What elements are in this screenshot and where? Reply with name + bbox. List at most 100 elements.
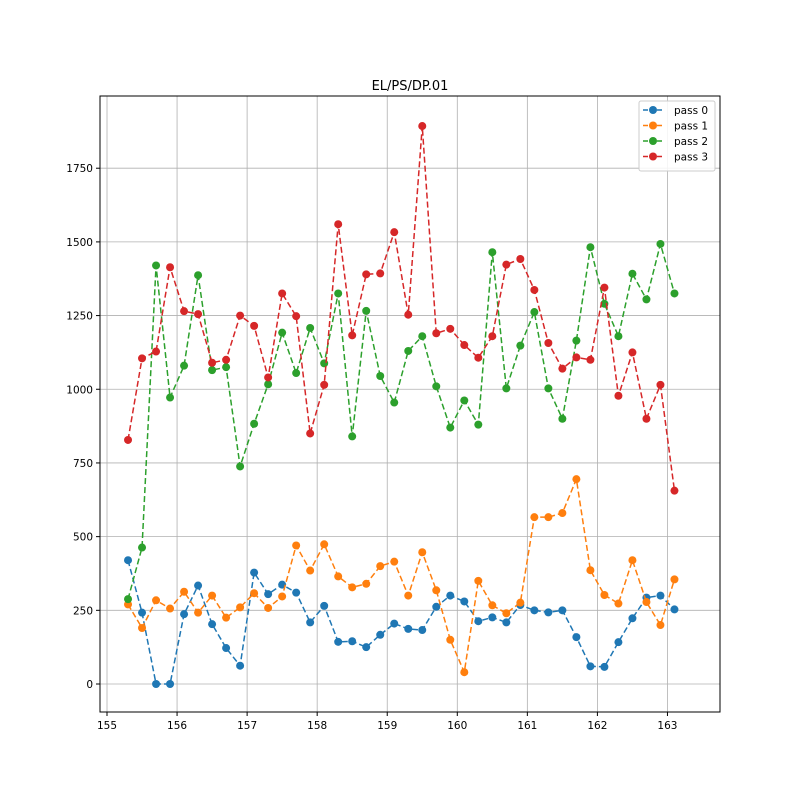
data-point	[222, 355, 231, 364]
legend-marker	[649, 106, 657, 114]
data-point	[250, 419, 259, 428]
data-point	[544, 338, 553, 347]
data-point	[236, 462, 245, 471]
data-point	[376, 269, 385, 278]
data-point	[460, 597, 469, 606]
data-point	[138, 624, 147, 632]
data-point	[600, 590, 609, 599]
series-line	[127, 476, 676, 675]
data-point	[292, 312, 301, 321]
data-point	[138, 608, 147, 617]
data-point	[292, 541, 301, 550]
data-point	[138, 354, 147, 363]
data-point	[320, 540, 329, 549]
data-point	[180, 610, 189, 619]
legend-label: pass 1	[674, 121, 708, 133]
data-point	[488, 248, 497, 257]
data-point	[614, 391, 623, 400]
data-point	[306, 323, 315, 332]
data-point	[614, 638, 623, 647]
y-tick-label: 250	[73, 605, 93, 617]
data-point	[278, 328, 287, 337]
data-point	[432, 329, 441, 338]
data-point	[236, 661, 245, 670]
data-point	[124, 435, 133, 444]
data-point	[558, 509, 567, 518]
data-point	[516, 254, 525, 263]
legend-box	[638, 100, 716, 172]
data-point	[250, 568, 259, 577]
data-point	[558, 364, 567, 373]
data-point	[642, 295, 651, 304]
data-point	[166, 393, 175, 402]
x-tick-label: 161	[517, 720, 537, 732]
data-point	[432, 602, 441, 611]
x-tick-label: 162	[587, 720, 607, 732]
legend-marker	[649, 152, 657, 161]
data-point	[474, 353, 483, 362]
axes: 155 156 157 158 159 160 161 162 163 0 250 500 750 100…	[66, 163, 677, 732]
data-point	[264, 380, 273, 389]
y-tick-label: 750	[73, 458, 93, 470]
data-point	[432, 382, 441, 391]
data-point	[348, 583, 357, 592]
x-tick-label: 159	[377, 720, 397, 732]
y-tick-label: 500	[73, 532, 93, 544]
series-line	[127, 560, 675, 685]
data-point	[460, 341, 469, 350]
data-point	[656, 239, 665, 248]
data-point	[670, 486, 679, 495]
data-point	[488, 332, 497, 341]
data-point	[194, 310, 203, 319]
data-point	[152, 596, 161, 605]
data-point	[670, 605, 679, 614]
data-point	[544, 513, 553, 522]
x-tick-label: 156	[167, 720, 187, 732]
data-point	[166, 263, 175, 272]
legend: pass 0 pass 1 pass 2 pass 3	[638, 100, 716, 172]
data-point	[656, 591, 665, 600]
data-point	[586, 243, 595, 252]
data-point	[516, 598, 525, 607]
data-point	[586, 566, 595, 575]
data-point	[614, 599, 623, 608]
data-point	[334, 289, 343, 298]
data-point	[334, 572, 343, 581]
data-point	[348, 637, 357, 646]
data-point	[278, 592, 287, 601]
data-point	[180, 587, 189, 596]
chart-title: EL/PS/DP.01	[372, 79, 449, 94]
data-point	[474, 420, 483, 429]
data-point	[152, 680, 161, 688]
data-point	[474, 576, 483, 585]
data-point	[530, 308, 539, 317]
series-line	[127, 126, 676, 491]
data-point	[376, 372, 385, 380]
data-point	[222, 644, 231, 653]
data-point	[656, 380, 665, 389]
legend-marker	[649, 137, 657, 145]
data-point	[544, 384, 553, 393]
x-tick-label: 158	[307, 720, 327, 732]
data-point	[348, 331, 357, 340]
data-point	[278, 289, 287, 298]
data-point	[572, 336, 581, 345]
data-point	[502, 384, 511, 393]
data-point	[362, 306, 371, 315]
data-point	[418, 548, 427, 557]
data-point	[334, 637, 343, 646]
data-point	[152, 261, 161, 270]
data-point	[292, 588, 301, 597]
series-pass-1	[124, 475, 679, 677]
data-point	[656, 621, 665, 630]
y-tick-label: 1000	[66, 384, 93, 396]
x-tick-label: 163	[657, 720, 677, 732]
data-point	[516, 341, 525, 350]
data-point	[446, 423, 455, 432]
data-point	[418, 122, 427, 131]
data-point	[600, 662, 609, 671]
data-point	[446, 635, 455, 644]
data-point	[320, 380, 329, 389]
data-point	[404, 624, 413, 633]
data-point	[530, 285, 539, 294]
